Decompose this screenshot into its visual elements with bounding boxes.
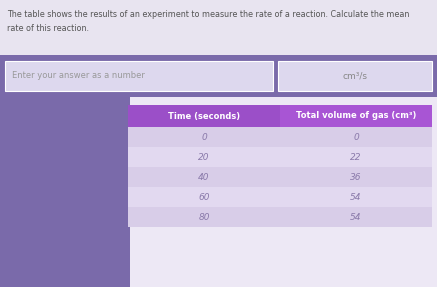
Bar	[0, 55, 437, 97]
Text: Time (seconds): Time (seconds)	[168, 112, 240, 121]
Bar	[0, 0, 437, 55]
Bar	[128, 207, 280, 227]
Text: cm³/s: cm³/s	[343, 71, 368, 80]
Text: 0: 0	[201, 133, 207, 141]
Bar	[128, 167, 280, 187]
Bar	[280, 167, 432, 187]
Text: 80: 80	[198, 212, 210, 222]
Text: rate of this reaction.: rate of this reaction.	[7, 24, 89, 33]
Text: Enter your answer as a number: Enter your answer as a number	[12, 71, 145, 80]
Text: 54: 54	[350, 212, 362, 222]
Text: Total volume of gas (cm³): Total volume of gas (cm³)	[296, 112, 416, 121]
Text: 54: 54	[350, 193, 362, 201]
Bar	[278, 61, 432, 91]
Text: 0: 0	[353, 133, 359, 141]
Bar	[280, 147, 432, 167]
Bar	[5, 61, 273, 91]
Bar	[280, 127, 432, 147]
Bar	[280, 187, 432, 207]
Text: The table shows the results of an experiment to measure the rate of a reaction. : The table shows the results of an experi…	[7, 10, 409, 19]
Bar	[0, 97, 130, 287]
Text: 22: 22	[350, 152, 362, 162]
Bar	[128, 127, 280, 147]
Text: 60: 60	[198, 193, 210, 201]
Bar	[128, 187, 280, 207]
Bar	[280, 105, 432, 127]
Bar	[128, 105, 280, 127]
Bar	[128, 147, 280, 167]
Bar	[280, 207, 432, 227]
Text: 36: 36	[350, 172, 362, 181]
Bar	[0, 97, 437, 287]
Text: 20: 20	[198, 152, 210, 162]
Text: 40: 40	[198, 172, 210, 181]
